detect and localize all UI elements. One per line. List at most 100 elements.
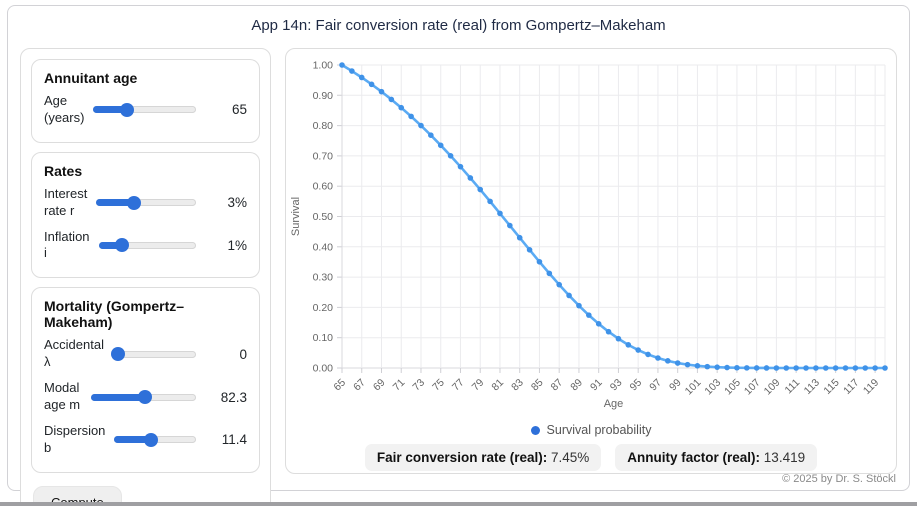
svg-text:Survival: Survival [290,197,302,236]
svg-text:105: 105 [722,377,743,398]
svg-text:65: 65 [331,377,348,394]
dispersion-slider-value: 11.4 [221,432,247,448]
age-slider-thumb[interactable] [120,102,135,117]
svg-text:109: 109 [762,377,783,398]
svg-text:79: 79 [470,377,487,394]
survival-chart: 0.00 0.10 0.20 0.30 0.40 0.50 0.60 0.70 0.80 0.90… [286,49,896,415]
survival-chart-svg: 0.00 0.10 0.20 0.30 0.40 0.50 0.60 0.70 0.80 0.90… [290,60,888,410]
svg-text:81: 81 [489,377,506,394]
inflation-slider-label: Inflation i [44,228,90,261]
bottom-cutoff-strip [0,502,917,506]
interest-slider-label: Interest rate r [44,185,88,218]
age-slider-fill [93,106,128,114]
svg-text:1.00: 1.00 [313,60,334,72]
svg-text:0.90: 0.90 [313,90,334,102]
annuity-factor-badge: Annuity factor (real): 13.419 [615,444,818,471]
svg-text:Age: Age [604,398,624,410]
svg-text:95: 95 [628,377,645,394]
svg-text:113: 113 [802,377,822,397]
dispersion-slider-thumb[interactable] [144,432,159,447]
svg-text:0.40: 0.40 [313,241,334,253]
svg-text:107: 107 [742,377,763,398]
group-rates: Rates Interest rate r 3% Inflation i [31,151,260,279]
inflation-slider-value: 1% [227,237,247,253]
svg-text:119: 119 [861,377,881,397]
interest-slider[interactable] [96,195,196,210]
svg-text:91: 91 [588,377,605,394]
accidental-slider-thumb[interactable] [110,347,125,362]
svg-text:0.30: 0.30 [313,272,334,284]
svg-text:77: 77 [450,377,467,394]
modal-age-slider[interactable] [91,390,196,405]
svg-text:0.50: 0.50 [313,211,334,223]
fair-conversion-rate-label: Fair conversion rate (real): [376,450,548,465]
modal-age-slider-thumb[interactable] [137,390,152,405]
compute-button[interactable]: Compute [33,485,122,506]
accidental-slider-value: 0 [239,346,247,362]
interest-slider-value: 3% [227,195,247,211]
svg-text:0.60: 0.60 [313,181,334,193]
svg-text:75: 75 [430,377,447,394]
svg-text:87: 87 [549,377,566,394]
group-title-annuitant-age: Annuitant age [44,70,138,86]
svg-text:0.80: 0.80 [313,120,334,132]
svg-text:0.70: 0.70 [313,150,334,162]
svg-text:111: 111 [782,377,802,397]
modal-age-slider-label: Modal age m [44,380,81,413]
age-slider[interactable] [93,102,196,117]
svg-text:103: 103 [702,377,723,398]
page-title: App 14n: Fair conversion rate (real) fro… [251,17,666,34]
inflation-slider-thumb[interactable] [114,238,129,253]
chart-panel: 0.00 0.10 0.20 0.30 0.40 0.50 0.60 0.70 0.80 0.90… [285,48,897,474]
modal-age-slider-fill [91,393,145,401]
modal-age-slider-row: Modal age m 82.3 [44,380,247,414]
group-annuitant-age: Annuitant age Age (years) 65 [31,59,260,143]
accidental-slider-row: Accidental λ 0 [44,337,247,371]
inflation-slider-row: Inflation i 1% [44,229,247,263]
annuity-factor-value: 13.419 [763,450,806,465]
inflation-slider[interactable] [98,238,196,253]
dispersion-slider-fill [114,436,152,444]
age-slider-label: Age (years) [44,93,85,125]
age-slider-value: 65 [231,102,247,118]
svg-text:67: 67 [351,377,368,394]
svg-text:0.10: 0.10 [313,332,334,344]
svg-text:69: 69 [371,377,388,394]
chart-legend[interactable]: Survival probability [530,422,652,438]
svg-text:89: 89 [568,377,585,394]
legend-dot-icon [530,425,540,435]
svg-text:0.20: 0.20 [313,302,334,314]
accidental-slider[interactable] [110,347,196,362]
content-row: Annuitant age Age (years) 65 Rates Inter… [20,48,897,506]
group-title-mortality: Mortality (Gompertz–Makeham) [44,298,185,331]
group-mortality: Mortality (Gompertz–Makeham) Accidental … [31,287,260,473]
svg-text:93: 93 [608,377,625,394]
accidental-slider-label: Accidental λ [44,337,104,370]
svg-text:73: 73 [410,377,427,394]
svg-text:85: 85 [529,377,546,394]
svg-text:83: 83 [509,377,526,394]
svg-text:71: 71 [391,377,408,394]
legend-label: Survival probability [546,423,652,437]
interest-slider-row: Interest rate r 3% [44,186,247,220]
modal-age-slider-value: 82.3 [220,389,247,405]
interest-slider-fill [96,199,135,207]
dispersion-slider-label: Dispersion b [44,422,106,455]
age-slider-row: Age (years) 65 [44,93,247,127]
results-row: Fair conversion rate (real): 7.45% Annui… [364,444,818,471]
dispersion-slider[interactable] [114,432,196,447]
svg-text:0.00: 0.00 [313,363,334,375]
group-title-rates: Rates [44,162,83,179]
svg-text:117: 117 [841,377,861,397]
app-card: App 14n: Fair conversion rate (real) fro… [7,5,910,506]
svg-text:97: 97 [647,377,664,394]
annuity-factor-label: Annuity factor (real): [627,450,761,465]
svg-text:101: 101 [683,377,704,398]
sidebar: Annuitant age Age (years) 65 Rates Inter… [20,48,271,506]
interest-slider-thumb[interactable] [127,195,142,210]
fair-conversion-rate-badge: Fair conversion rate (real): 7.45% [364,444,602,471]
copyright-note: © 2025 by Dr. S. Stöckl [782,473,896,485]
fair-conversion-rate-value: 7.45% [550,450,590,465]
svg-text:115: 115 [821,377,841,397]
